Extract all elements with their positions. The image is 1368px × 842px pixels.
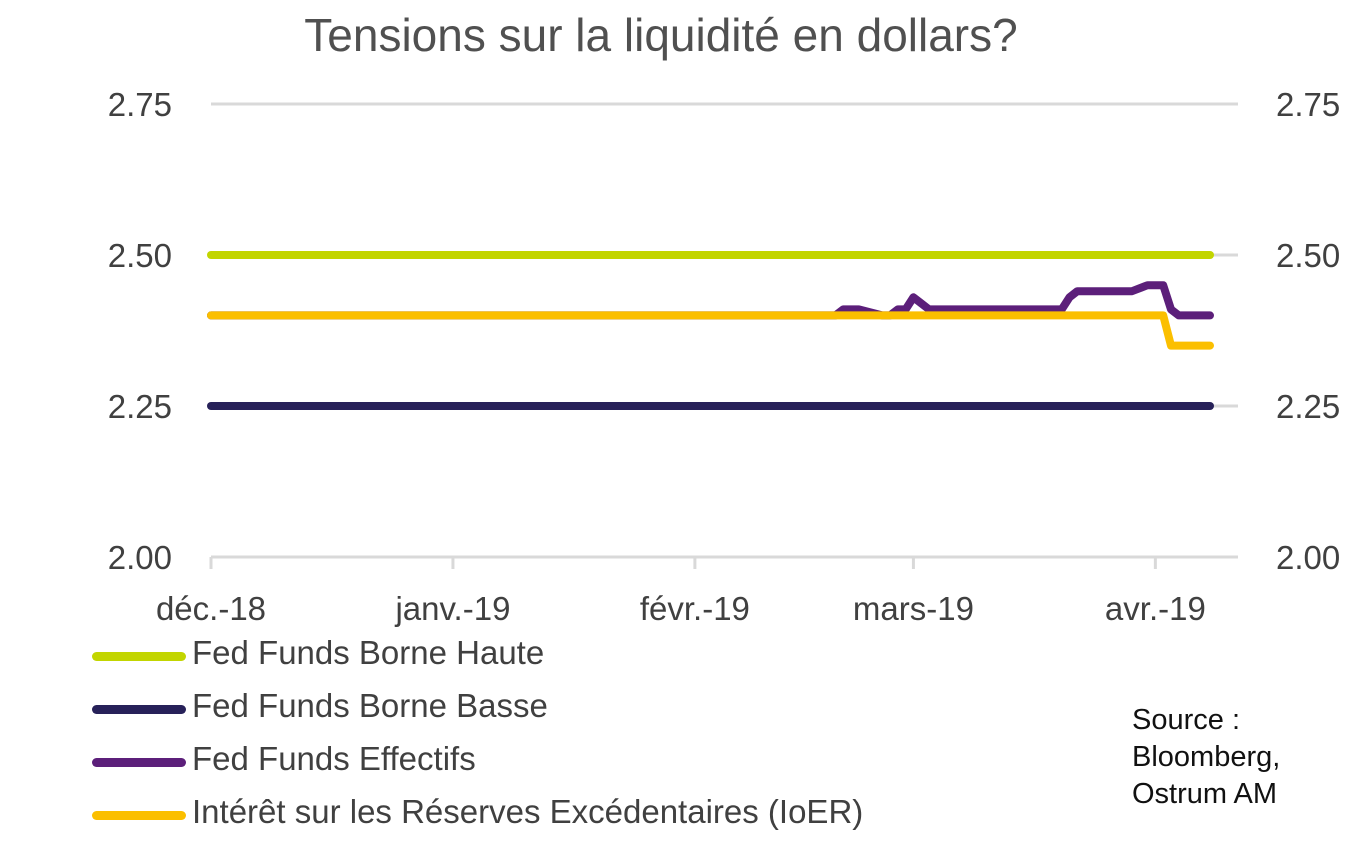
x-tick-label: févr.-19: [640, 590, 750, 627]
legend-label: Fed Funds Borne Haute: [192, 634, 545, 671]
x-tick-label: mars-19: [853, 590, 974, 627]
legend-swatch: [92, 705, 186, 714]
source-line-3: Ostrum AM: [1132, 778, 1278, 810]
x-tick-label: avr.-19: [1105, 590, 1206, 627]
y-tick-label-left: 2.00: [108, 539, 172, 576]
y-tick-label-left: 2.25: [108, 388, 172, 425]
y-tick-label-right: 2.25: [1276, 388, 1340, 425]
y-tick-label-left: 2.50: [108, 237, 172, 274]
chart-title: Tensions sur la liquidité en dollars?: [304, 9, 1018, 61]
series-line-3: [207, 281, 1214, 320]
source-line-1: Source :: [1132, 704, 1240, 736]
y-tick-label-right: 2.00: [1276, 539, 1340, 576]
y-tick-label-left: 2.75: [108, 86, 172, 123]
source-note: Source : Bloomberg, Ostrum AM: [1132, 702, 1352, 813]
x-tick-label: déc.-18: [156, 590, 266, 627]
legend-label: Intérêt sur les Réserves Excédentaires (…: [192, 793, 864, 830]
y-tick-label-right: 2.75: [1276, 86, 1340, 123]
x-tick-label: janv.-19: [394, 590, 510, 627]
series-line-4: [207, 311, 1214, 350]
legend-swatch: [92, 758, 186, 767]
legend-label: Fed Funds Effectifs: [192, 740, 476, 777]
legend-label: Fed Funds Borne Basse: [192, 687, 548, 724]
legend-swatch: [92, 811, 186, 820]
line-chart: 2.00 2.00 2.25 2.25 2.50 2.50 2.75 2.75 déc.-18 j…: [108, 86, 1340, 627]
source-line-2: Bloomberg,: [1132, 741, 1281, 773]
y-tick-label-right: 2.50: [1276, 237, 1340, 274]
legend-swatch: [92, 652, 186, 661]
